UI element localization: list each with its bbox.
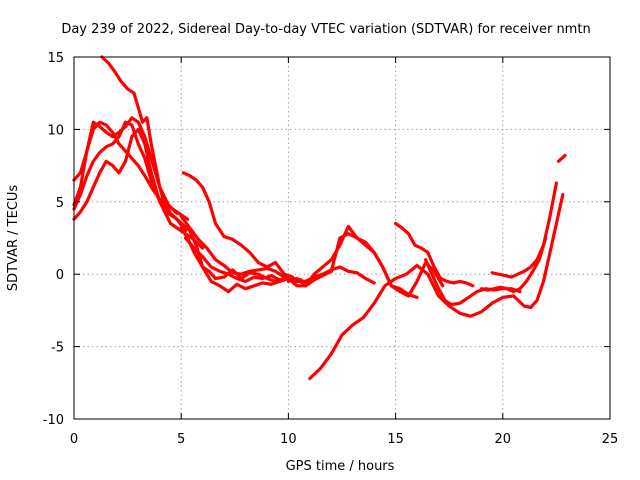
y-axis-label: SDTVAR / TECUs <box>6 185 21 292</box>
series-track-11 <box>308 263 430 381</box>
x-tick-label: 15 <box>387 432 404 447</box>
series-track-15 <box>426 193 565 318</box>
x-tick-label: 10 <box>280 432 297 447</box>
series-track-17 <box>479 236 548 294</box>
series-track-12 <box>329 232 419 299</box>
series-track-8 <box>179 214 303 282</box>
series-track-2 <box>72 120 188 233</box>
series-track-16 <box>490 181 559 279</box>
plot-frame <box>73 56 611 420</box>
series-track-1 <box>72 127 205 250</box>
series-track-5 <box>100 55 286 283</box>
y-tick-label: 0 <box>56 268 64 283</box>
y-tick-label: -5 <box>51 341 64 356</box>
x-axis-label: GPS time / hours <box>286 459 395 474</box>
series-track-10 <box>286 224 445 298</box>
series-layer <box>72 55 567 381</box>
y-tick-label: 15 <box>47 51 64 66</box>
x-tick-label: 25 <box>602 432 619 447</box>
series-track-18 <box>556 153 567 163</box>
y-tick-label: -10 <box>43 413 64 428</box>
tick-layer: 0 5 10 15 20 25 -10 -5 0 5 10 15 <box>43 51 619 447</box>
x-tick-label: 20 <box>495 432 512 447</box>
series-track-7 <box>183 236 376 285</box>
series-track-13 <box>394 221 475 288</box>
x-tick-label: 5 <box>177 432 185 447</box>
x-tick-label: 0 <box>70 432 78 447</box>
y-tick-label: 5 <box>56 196 64 211</box>
series-track-9 <box>181 171 295 279</box>
y-tick-label: 10 <box>47 123 64 138</box>
chart-title: Day 239 of 2022, Sidereal Day-to-day VTE… <box>61 22 590 37</box>
